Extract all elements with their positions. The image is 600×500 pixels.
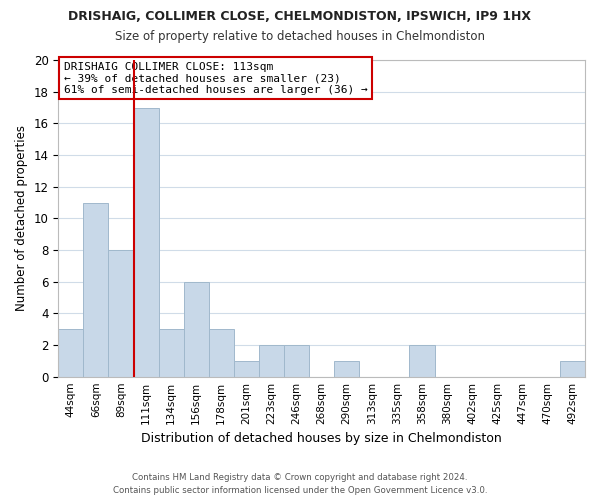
Bar: [109, 250, 134, 376]
Text: Contains HM Land Registry data © Crown copyright and database right 2024.
Contai: Contains HM Land Registry data © Crown c…: [113, 473, 487, 495]
Y-axis label: Number of detached properties: Number of detached properties: [15, 126, 28, 312]
Text: DRISHAIG, COLLIMER CLOSE, CHELMONDISTON, IPSWICH, IP9 1HX: DRISHAIG, COLLIMER CLOSE, CHELMONDISTON,…: [68, 10, 532, 23]
Text: DRISHAIG COLLIMER CLOSE: 113sqm
← 39% of detached houses are smaller (23)
61% of: DRISHAIG COLLIMER CLOSE: 113sqm ← 39% of…: [64, 62, 367, 95]
Bar: [58, 329, 83, 376]
Text: Size of property relative to detached houses in Chelmondiston: Size of property relative to detached ho…: [115, 30, 485, 43]
Bar: [184, 282, 209, 376]
Bar: [234, 361, 259, 376]
Bar: [158, 329, 184, 376]
Bar: [409, 345, 434, 376]
X-axis label: Distribution of detached houses by size in Chelmondiston: Distribution of detached houses by size …: [141, 432, 502, 445]
Bar: [259, 345, 284, 376]
Bar: [334, 361, 359, 376]
Bar: [209, 329, 234, 376]
Bar: [560, 361, 585, 376]
Bar: [134, 108, 158, 376]
Bar: [284, 345, 309, 376]
Bar: [83, 202, 109, 376]
